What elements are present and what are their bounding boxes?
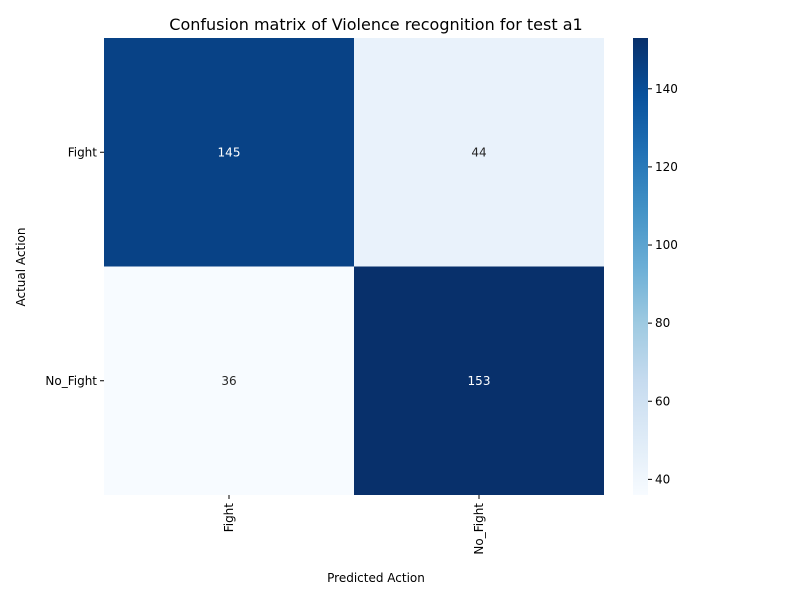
y-tick-label: No_Fight <box>45 374 97 388</box>
x-tick-label: Fight <box>222 503 236 533</box>
heatmap-cell <box>354 38 604 267</box>
heatmap-cell-labels: 145 44 36 153 <box>218 145 491 388</box>
colorbar-tick-label: 120 <box>655 160 678 174</box>
y-tick-label: Fight <box>68 145 98 159</box>
cell-value-label: 36 <box>221 374 236 388</box>
colorbar-tick-label: 80 <box>655 316 670 330</box>
colorbar-tick-label: 100 <box>655 238 678 252</box>
heatmap-cell <box>104 38 354 267</box>
colorbar-tick-label: 60 <box>655 394 670 408</box>
colorbar-tick-label: 40 <box>655 472 670 486</box>
cell-value-label: 44 <box>471 145 486 159</box>
y-axis-ticks: Fight No_Fight <box>45 145 104 388</box>
x-tick-label: No_Fight <box>472 503 486 555</box>
x-axis-label: Predicted Action <box>327 571 425 585</box>
heatmap-cells <box>104 38 604 495</box>
cell-value-label: 145 <box>218 145 241 159</box>
colorbar-tick-label: 140 <box>655 82 678 96</box>
chart-title: Confusion matrix of Violence recognition… <box>169 15 582 34</box>
y-axis-label: Actual Action <box>14 228 28 307</box>
colorbar-ticks: 40 60 80 100 120 140 <box>648 82 678 486</box>
heatmap-cell <box>104 266 354 495</box>
colorbar <box>633 38 648 495</box>
x-axis-ticks: Fight No_Fight <box>222 495 486 555</box>
cell-value-label: 153 <box>468 374 491 388</box>
heatmap-cell <box>354 266 604 495</box>
